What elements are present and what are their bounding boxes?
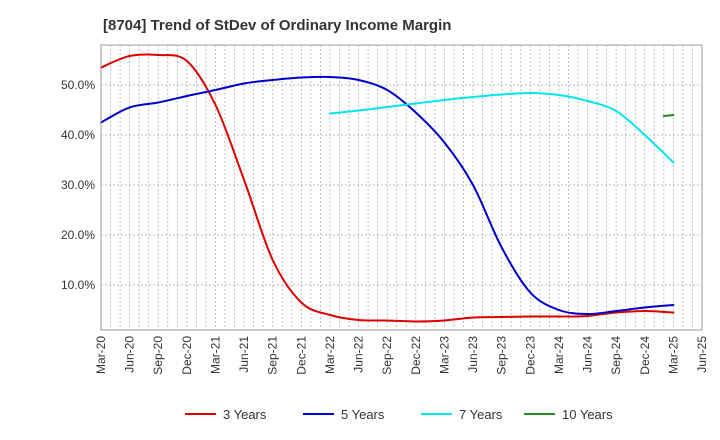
series-line-4	[662, 114, 675, 117]
x-axis-ticks: Mar-20 Jun-20 Sep-20 Dec-20 Mar-21 Jun-21 Sep-…	[94, 336, 709, 375]
grid	[101, 45, 702, 330]
x-tick-label: Mar-24	[552, 336, 566, 374]
series-line-2	[100, 75, 675, 316]
x-tick-label: Dec-24	[638, 336, 652, 375]
x-tick-label: Jun-25	[695, 336, 709, 373]
x-tick-label: Mar-25	[666, 336, 680, 374]
x-tick-label: Jun-22	[352, 336, 366, 373]
x-tick-label: Dec-20	[180, 336, 194, 375]
legend-label-4: 10 Years	[562, 407, 613, 422]
y-tick-label: 20.0%	[61, 228, 95, 242]
x-tick-label: Mar-22	[323, 336, 337, 374]
y-tick-label: 30.0%	[61, 178, 95, 192]
y-tick-label: 40.0%	[61, 128, 95, 142]
x-tick-label: Sep-23	[495, 336, 509, 375]
legend-label-1: 3 Years	[223, 407, 267, 422]
x-tick-label: Mar-23	[437, 336, 451, 374]
x-tick-label: Dec-23	[523, 336, 537, 375]
series-line-3	[329, 91, 675, 164]
series-line-1	[100, 53, 675, 323]
x-tick-label: Sep-22	[380, 336, 394, 375]
x-tick-label: Sep-21	[266, 336, 280, 375]
x-tick-label: Sep-24	[609, 336, 623, 375]
legend-label-2: 5 Years	[341, 407, 385, 422]
chart-title: [8704] Trend of StDev of Ordinary Income…	[103, 17, 451, 34]
y-tick-label: 50.0%	[61, 78, 95, 92]
legend: 3 Years 5 Years 7 Years 10 Years	[185, 407, 613, 422]
plot-area	[100, 44, 703, 331]
x-tick-label: Dec-22	[409, 336, 423, 375]
x-tick-label: Jun-24	[581, 336, 595, 373]
x-tick-label: Mar-20	[94, 336, 108, 374]
y-axis-ticks: 10.0% 20.0% 30.0% 40.0% 50.0%	[61, 78, 95, 292]
x-tick-label: Mar-21	[208, 336, 222, 374]
x-tick-label: Jun-20	[123, 336, 137, 373]
x-tick-label: Sep-20	[151, 336, 165, 375]
series-lines	[100, 53, 675, 323]
x-tick-label: Dec-21	[294, 336, 308, 375]
legend-label-3: 7 Years	[459, 407, 503, 422]
x-tick-label: Jun-21	[237, 336, 251, 373]
x-tick-label: Jun-23	[466, 336, 480, 373]
y-tick-label: 10.0%	[61, 278, 95, 292]
